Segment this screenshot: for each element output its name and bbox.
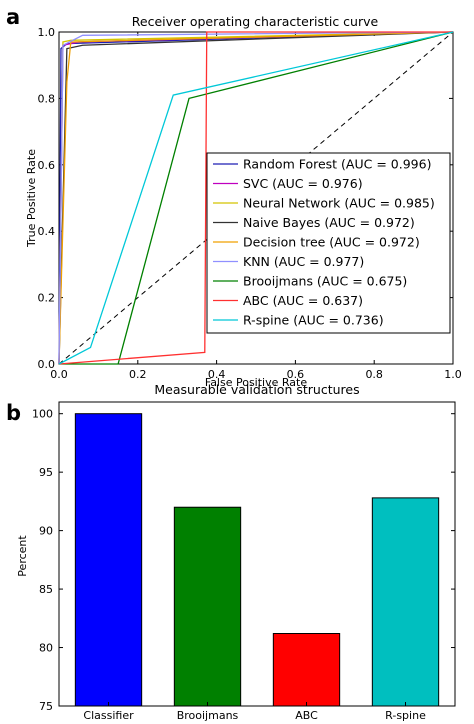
bar-category-label: Brooijmans: [177, 709, 239, 722]
bar-y-tick-label: 90: [39, 525, 53, 538]
roc-legend-entry: Brooijmans (AUC = 0.675): [243, 274, 407, 289]
roc-y-tick-label: 0.0: [38, 358, 56, 371]
roc-series-line: [58, 31, 454, 365]
bar-r-spine: [371, 497, 440, 707]
bar-category-label: ABC: [295, 709, 318, 722]
roc-y-axis-label: True Positive Rate: [25, 149, 38, 248]
roc-series-line: [58, 31, 454, 365]
roc-y-tick-label: 0.6: [38, 159, 56, 172]
bar-abc: [272, 633, 341, 707]
roc-series-line: [58, 31, 453, 365]
panel-label-b: b: [6, 401, 21, 425]
roc-x-tick-label: 0.8: [365, 368, 383, 381]
roc-series-line: [59, 31, 454, 365]
roc-chart: a Receiver operating characteristic curv…: [6, 5, 462, 389]
roc-legend: Random Forest (AUC = 0.996) SVC (AUC = 0.…: [206, 152, 451, 334]
roc-legend-entry: Decision tree (AUC = 0.972): [243, 235, 420, 250]
bar-y-axis-label: Percent: [16, 535, 29, 577]
roc-x-tick-label: 0.4: [208, 368, 226, 381]
roc-x-tick-label: 0.2: [129, 368, 147, 381]
roc-legend-entry: ABC (AUC = 0.637): [243, 293, 363, 308]
roc-legend-entry: Neural Network (AUC = 0.985): [243, 196, 435, 211]
bar-y-tick-label: 80: [39, 642, 53, 655]
roc-x-axis-label: False Positive Rate: [205, 376, 307, 389]
roc-legend-box: [206, 152, 451, 334]
bar-brooijmans: [173, 506, 242, 707]
bar-title: Measurable validation structures: [154, 382, 359, 397]
bar-y-tick-label: 95: [39, 466, 53, 479]
roc-diagonal-reference-line: [58, 31, 454, 365]
bar-category-label: R-spine: [385, 709, 426, 722]
roc-legend-entry: SVC (AUC = 0.976): [243, 176, 363, 191]
roc-legend-entry: Random Forest (AUC = 0.996): [243, 157, 431, 172]
bar-category-label: Classifier: [83, 709, 134, 722]
roc-legend-entry: KNN (AUC = 0.977): [243, 254, 364, 269]
roc-x-tick-label: 0.6: [287, 368, 305, 381]
roc-y-tick-label: 1.0: [38, 26, 56, 39]
roc-legend-entry: Naive Bayes (AUC = 0.972): [243, 215, 415, 230]
bar-classifier: [74, 413, 143, 707]
bar-y-tick-label: 75: [39, 700, 53, 713]
panel-label-a: a: [6, 5, 20, 29]
roc-title: Receiver operating characteristic curve: [132, 14, 379, 29]
bar-y-tick-label: 100: [32, 408, 53, 421]
roc-y-tick-label: 0.2: [38, 292, 56, 305]
roc-y-tick-label: 0.8: [38, 92, 56, 105]
roc-x-tick-label: 1.0: [444, 368, 462, 381]
roc-series-line: [58, 31, 454, 365]
bar-plot-area: [58, 401, 456, 707]
roc-legend-entry: R-spine (AUC = 0.736): [243, 313, 384, 328]
roc-x-tick-label: 0.0: [50, 368, 68, 381]
roc-y-tick-label: 0.4: [38, 225, 56, 238]
roc-series-line: [58, 31, 454, 365]
validation-bar-chart: b Measurable validation structures 75 80 8…: [6, 382, 456, 722]
bar-y-tick-label: 85: [39, 583, 53, 596]
